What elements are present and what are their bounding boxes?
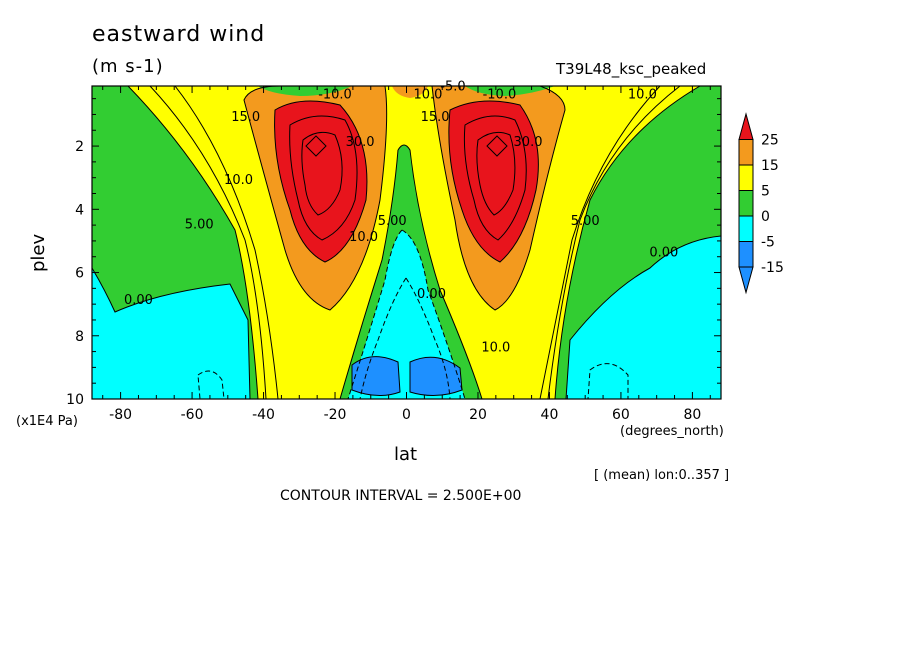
- contour-labels: 5.000.0010.015.010.05.000.0010.05.000.00…: [124, 80, 678, 356]
- contour-label: 10.0: [481, 341, 510, 356]
- contour-label: 15.0: [421, 110, 450, 125]
- contour-label: 10.0: [413, 88, 442, 103]
- x-tick-label: 20: [469, 407, 487, 423]
- y-tick-label: 2: [75, 139, 84, 155]
- chart-units: (m s-1): [92, 56, 164, 77]
- fill-blue-left: [352, 356, 400, 396]
- x-tick-label: -80: [109, 407, 132, 423]
- contour-label: 0.00: [649, 246, 678, 261]
- contour-interval: CONTOUR INTERVAL = 2.500E+00: [280, 488, 522, 504]
- fill-red-right: [448, 101, 539, 262]
- contour-label: -10.0: [318, 88, 352, 103]
- x-tick-label: 60: [612, 407, 630, 423]
- x-tick-label: 40: [541, 407, 559, 423]
- contour-label: 10.0: [349, 230, 378, 245]
- fill-orange-top: [392, 86, 428, 98]
- y-tick-label: 10: [66, 392, 84, 408]
- x-tick-label: -40: [252, 407, 275, 423]
- x-tick-label: 0: [402, 407, 411, 423]
- contour-label: 10.0: [224, 173, 253, 188]
- x-axis-label: lat: [394, 444, 418, 465]
- contour-label: 5.00: [571, 214, 600, 229]
- filled-contours: [92, 86, 721, 399]
- x-axis-unit: (degrees_north): [620, 424, 724, 439]
- contour-lines: [92, 86, 721, 399]
- axis-ticks: -80 -60 -40 -20 0 20 40 60 80 2 4 6 8 10: [66, 86, 721, 423]
- y-tick-label: 8: [75, 329, 84, 345]
- colorbar-segment: [738, 190, 754, 217]
- y-axis-unit: (x1E4 Pa): [16, 414, 78, 429]
- colorbar-arrow-top: [738, 112, 754, 140]
- contour-label: 10.0: [628, 88, 657, 103]
- colorbar: 25 15 5 0 -5 -15: [738, 112, 784, 295]
- fill-cyan-left: [92, 268, 250, 399]
- colorbar-arrow-bottom: [738, 266, 754, 295]
- colorbar-label: -15: [761, 260, 784, 276]
- colorbar-label: 25: [761, 133, 779, 149]
- colorbar-label: -5: [761, 235, 775, 251]
- run-name: T39L48_ksc_peaked: [556, 60, 707, 78]
- negative-contours: [197, 229, 629, 399]
- contour-label: -5.0: [440, 80, 465, 95]
- contour-label: 0.00: [124, 293, 153, 308]
- contour-label: 5.00: [378, 214, 407, 229]
- fill-green-top-right: [465, 86, 555, 96]
- mean-info: [ (mean) lon:0..357 ]: [594, 468, 730, 483]
- y-tick-label: 6: [75, 266, 84, 282]
- colorbar-segment: [738, 215, 754, 242]
- colorbar-segment: [738, 241, 754, 268]
- contour-label: -10.0: [483, 88, 517, 103]
- fill-cyan-right: [566, 236, 721, 399]
- contour-label: 0.00: [417, 287, 446, 302]
- contour-label: 15.0: [231, 110, 260, 125]
- x-tick-label: -60: [181, 407, 204, 423]
- colorbar-label: 15: [761, 158, 779, 174]
- colorbar-segment: [738, 164, 754, 191]
- x-tick-label: -20: [324, 407, 347, 423]
- chart-title: eastward wind: [92, 22, 266, 47]
- contour-label: 5.00: [185, 217, 214, 232]
- y-tick-label: 4: [75, 202, 84, 218]
- colorbar-label: 5: [761, 184, 770, 200]
- contour-label: 30.0: [514, 135, 543, 150]
- colorbar-label: 0: [761, 209, 770, 225]
- x-tick-label: 80: [683, 407, 701, 423]
- contour-label: 30.0: [346, 135, 375, 150]
- colorbar-segment: [738, 139, 754, 166]
